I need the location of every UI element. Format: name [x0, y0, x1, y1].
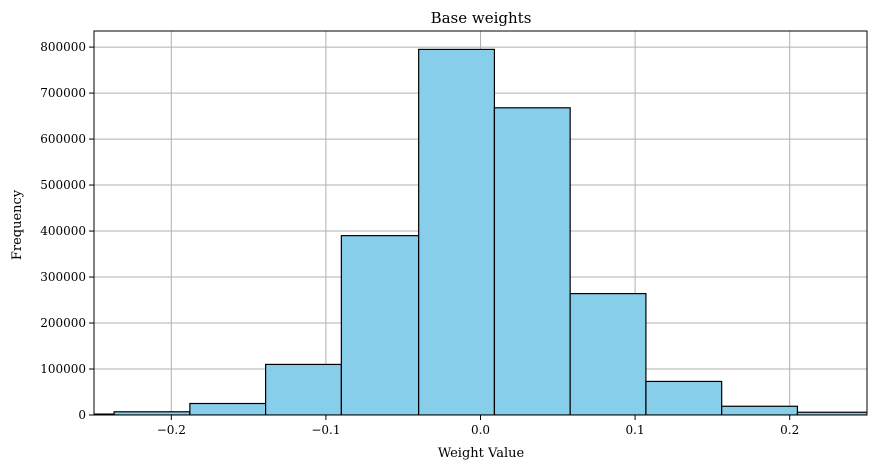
chart-title: Base weights — [431, 9, 532, 27]
y-tick-label: 200000 — [40, 316, 86, 330]
y-tick-label: 300000 — [40, 270, 86, 284]
histogram-bar — [569, 292, 647, 415]
y-tick-label: 600000 — [40, 132, 86, 146]
y-tick-label: 800000 — [40, 40, 86, 54]
y-tick-label: 500000 — [40, 178, 86, 192]
x-tick-label: −0.1 — [311, 423, 340, 437]
histogram-bar — [418, 48, 496, 415]
y-tick-label: 700000 — [40, 86, 86, 100]
histogram-bar — [721, 405, 799, 415]
y-axis-label: Frequency — [10, 189, 25, 260]
histogram-bar — [340, 235, 420, 415]
y-tick-label: 0 — [78, 408, 86, 422]
histogram-bar — [796, 411, 867, 415]
y-tick-label: 100000 — [40, 362, 86, 376]
histogram-bars — [94, 48, 867, 415]
axis-ticks: −0.2 −0.1 0.0 0.1 0.2 0 100000 200000 300000 4000… — [40, 40, 799, 437]
histogram-bar — [645, 380, 723, 415]
histogram-bar — [189, 402, 267, 415]
x-tick-label: 0.0 — [471, 423, 490, 437]
x-tick-label: 0.1 — [626, 423, 645, 437]
x-tick-label: 0.2 — [780, 423, 799, 437]
histogram-bar — [265, 363, 342, 415]
x-axis-label: Weight Value — [438, 446, 525, 461]
x-tick-label: −0.2 — [157, 423, 186, 437]
y-tick-label: 400000 — [40, 224, 86, 238]
histogram-bar — [493, 107, 571, 415]
